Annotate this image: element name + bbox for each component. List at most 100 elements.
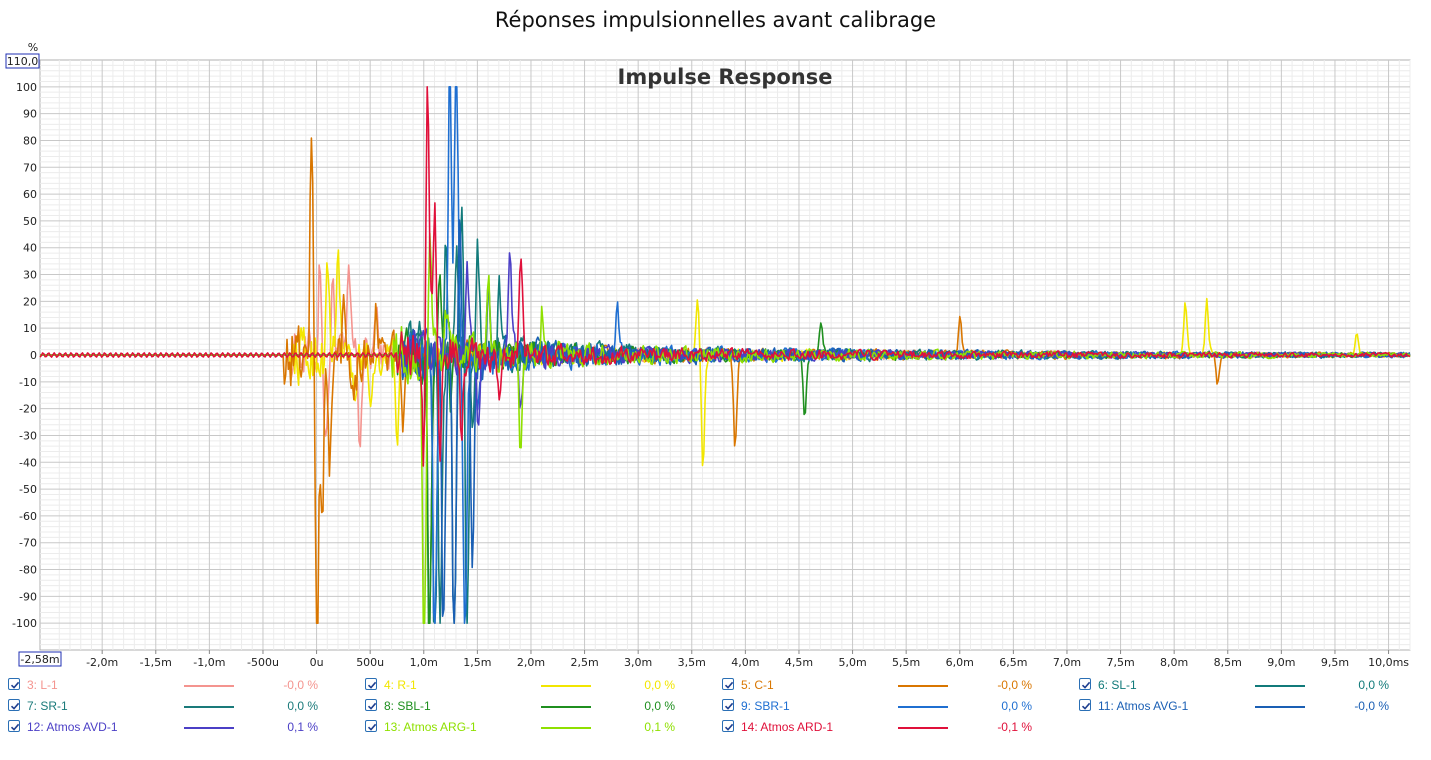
legend-value: -0,0 % (1354, 699, 1389, 713)
x-tick-label: 6,5m (999, 656, 1027, 669)
legend-swatch (184, 706, 234, 708)
legend-swatch (541, 685, 591, 687)
x-tick-label: 500u (356, 656, 384, 669)
legend-checkbox[interactable] (722, 720, 734, 732)
legend-item[interactable]: 4: R-1 0,0 % (365, 676, 695, 696)
legend-checkbox[interactable] (365, 678, 377, 690)
legend-label: 5: C-1 (741, 678, 774, 692)
legend-item[interactable]: 9: SBR-1 0,0 % (722, 697, 1052, 717)
legend-value: -0,0 % (997, 678, 1032, 692)
y-tick-label: 80 (23, 134, 37, 147)
x-tick-label: 3,5m (678, 656, 706, 669)
legend-checkbox[interactable] (722, 699, 734, 711)
legend-label: 9: SBR-1 (741, 699, 790, 713)
x-axis-ticks: -2,0m -1,5m -1,0m -500u 0u 500u 1,0m 1,5m 2,0m 2,… (86, 650, 1409, 669)
legend-checkbox[interactable] (1079, 699, 1091, 711)
y-tick-label: 50 (23, 215, 37, 228)
legend-label: 13: Atmos ARG-1 (384, 720, 477, 734)
x-tick-label: 0u (310, 656, 324, 669)
legend-item[interactable]: 12: Atmos AVD-1 0,1 % (8, 718, 338, 738)
legend-checkbox[interactable] (8, 720, 20, 732)
legend-item[interactable]: 8: SBL-1 0,0 % (365, 697, 695, 717)
legend-swatch (898, 685, 948, 687)
legend-checkbox[interactable] (8, 699, 20, 711)
chart-title: Impulse Response (618, 65, 833, 89)
legend-item[interactable]: 3: L-1 -0,0 % (8, 676, 338, 696)
legend-item[interactable]: 7: SR-1 0,0 % (8, 697, 338, 717)
legend-swatch (1255, 685, 1305, 687)
page-title: Réponses impulsionnelles avant calibrage (494, 8, 937, 32)
x-tick-label: -1,0m (193, 656, 225, 669)
x-tick-label: 1,0m (410, 656, 438, 669)
x-tick-label: 5,5m (892, 656, 920, 669)
x-tick-label: 4,5m (785, 656, 813, 669)
legend-item[interactable]: 13: Atmos ARG-1 0,1 % (365, 718, 695, 738)
y-tick-label: 40 (23, 242, 37, 255)
legend-label: 7: SR-1 (27, 699, 68, 713)
legend-item[interactable]: 14: Atmos ARD-1 -0,1 % (722, 718, 1052, 738)
legend-label: 3: L-1 (27, 678, 58, 692)
x-tick-label: 3,0m (624, 656, 652, 669)
x-tick-label: 2,5m (570, 656, 598, 669)
checkmark-icon (724, 723, 734, 731)
checkmark-icon (367, 702, 377, 710)
legend-value: 0,0 % (287, 699, 318, 713)
legend-item[interactable]: 6: SL-1 0,0 % (1079, 676, 1409, 696)
legend-value: 0,0 % (644, 699, 675, 713)
legend-value: 0,0 % (644, 678, 675, 692)
legend-label: 4: R-1 (384, 678, 417, 692)
legend-swatch (184, 685, 234, 687)
legend-item[interactable]: 5: C-1 -0,0 % (722, 676, 1052, 696)
impulse-response-chart[interactable]: Impulse Response % 110,0 -2,58m 10090807… (0, 40, 1431, 672)
x-tick-label: 6,0m (946, 656, 974, 669)
legend-value: -0,1 % (997, 720, 1032, 734)
x-tick-label: 9,0m (1267, 656, 1295, 669)
x-tick-label: 7,5m (1106, 656, 1134, 669)
y-tick-label: 30 (23, 269, 37, 282)
legend-checkbox[interactable] (8, 678, 20, 690)
y-tick-label: -80 (19, 564, 37, 577)
x-tick-label: 5,0m (838, 656, 866, 669)
y-tick-label: 100 (16, 81, 37, 94)
checkmark-icon (367, 681, 377, 689)
legend-value: 0,0 % (1001, 699, 1032, 713)
x-tick-label: 7,0m (1053, 656, 1081, 669)
legend-checkbox[interactable] (722, 678, 734, 690)
y-tick-label: 70 (23, 161, 37, 174)
x-tick-label: -2,0m (86, 656, 118, 669)
x-tick-label: 2,0m (517, 656, 545, 669)
legend-swatch (898, 706, 948, 708)
legend-checkbox[interactable] (365, 720, 377, 732)
x-tick-label: -500u (247, 656, 279, 669)
x-tick-label: 9,5m (1321, 656, 1349, 669)
checkmark-icon (1081, 681, 1091, 689)
y-axis-unit-label: % (28, 41, 38, 54)
y-tick-label: 90 (23, 108, 37, 121)
legend-item[interactable]: 11: Atmos AVG-1 -0,0 % (1079, 697, 1409, 717)
legend-value: -0,0 % (283, 678, 318, 692)
x-tick-label: 4,0m (731, 656, 759, 669)
y-tick-label: -90 (19, 590, 37, 603)
legend-checkbox[interactable] (365, 699, 377, 711)
legend-swatch (1255, 706, 1305, 708)
y-tick-label: -60 (19, 510, 37, 523)
legend-label: 6: SL-1 (1098, 678, 1137, 692)
x-left-box[interactable] (18, 651, 62, 667)
legend-value: 0,1 % (644, 720, 675, 734)
y-tick-label: 0 (30, 349, 37, 362)
legend-swatch (541, 706, 591, 708)
series-line (39, 85, 1411, 467)
y-tick-label: -40 (19, 456, 37, 469)
legend-swatch (184, 727, 234, 729)
legend-label: 12: Atmos AVD-1 (27, 720, 118, 734)
x-tick-label: 8,5m (1214, 656, 1242, 669)
y-tick-label: 20 (23, 295, 37, 308)
legend-checkbox[interactable] (1079, 678, 1091, 690)
y-top-box[interactable] (5, 53, 40, 69)
y-tick-label: -20 (19, 403, 37, 416)
legend-label: 11: Atmos AVG-1 (1098, 699, 1189, 713)
y-top-label: 110,0 (7, 55, 39, 68)
legend-value: 0,1 % (287, 720, 318, 734)
checkmark-icon (724, 681, 734, 689)
checkmark-icon (367, 723, 377, 731)
